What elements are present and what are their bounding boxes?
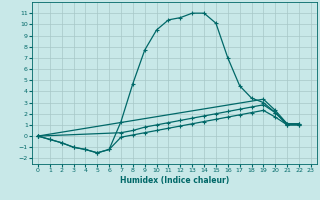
X-axis label: Humidex (Indice chaleur): Humidex (Indice chaleur) bbox=[120, 176, 229, 185]
